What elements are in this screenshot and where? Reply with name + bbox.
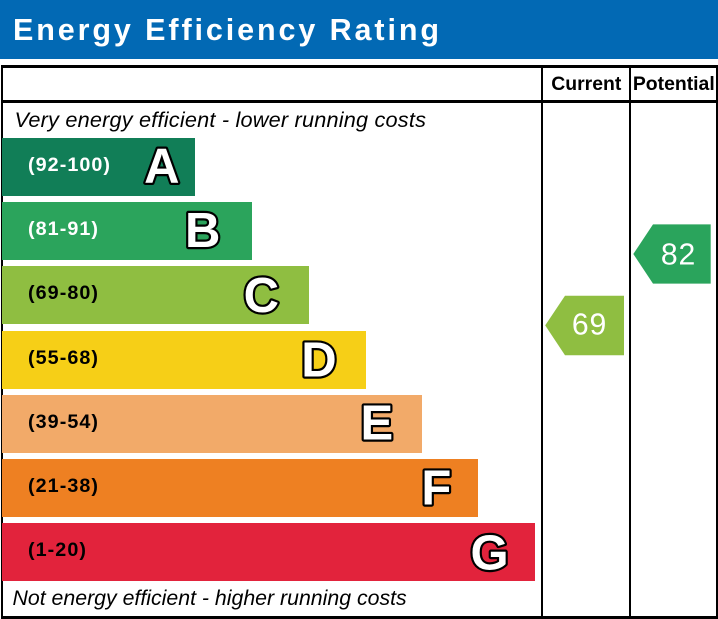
svg-text:A: A bbox=[144, 140, 179, 194]
svg-text:D: D bbox=[301, 333, 336, 387]
svg-text:C: C bbox=[244, 269, 279, 323]
svg-text:E: E bbox=[361, 397, 394, 451]
svg-text:G: G bbox=[471, 526, 509, 580]
svg-text:B: B bbox=[185, 204, 220, 258]
svg-text:82: 82 bbox=[661, 239, 696, 272]
svg-text:69: 69 bbox=[572, 309, 607, 342]
svg-text:F: F bbox=[421, 461, 451, 515]
